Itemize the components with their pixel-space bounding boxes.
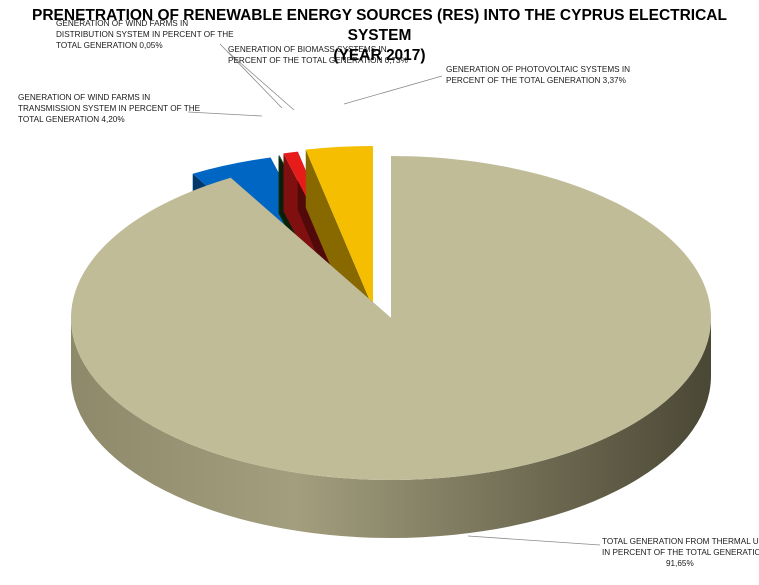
leader-line-photovoltaic xyxy=(343,75,443,105)
data-label-line: GENERATION OF PHOTOVOLTAIC SYSTEMS IN xyxy=(446,65,630,74)
data-label-line: PERCENT OF THE TOTAL GENERATION 0,73% xyxy=(228,56,408,65)
slice-thermal xyxy=(71,156,712,538)
data-label-line: GENERATION OF BIOMASS SYSTEMS IN xyxy=(228,45,387,54)
pie-labels: TOTAL GENERATION FROM THERMAL UN IN PERCE… xyxy=(18,19,759,568)
data-label-line: TOTAL GENERATION 0,05% xyxy=(56,41,163,50)
slice-side-thermal xyxy=(71,318,711,538)
data-label-line: GENERATION OF WIND FARMS IN xyxy=(18,93,150,102)
data-label-line: PERCENT OF THE TOTAL GENERATION 3,37% xyxy=(446,76,626,85)
data-label-line: TOTAL GENERATION FROM THERMAL UN xyxy=(602,537,759,546)
slice-top-thermal xyxy=(71,156,712,480)
leader-line-wind_distribution xyxy=(219,43,283,109)
data-label-biomass: GENERATION OF BIOMASS SYSTEMS IN PERCENT … xyxy=(228,45,408,65)
data-label-wind_distribution: GENERATION OF WIND FARMS IN DISTRIBUTION … xyxy=(56,19,234,50)
data-label-wind_transmission: GENERATION OF WIND FARMS IN TRANSMISSION … xyxy=(18,93,201,124)
data-label-photovoltaic: GENERATION OF PHOTOVOLTAIC SYSTEMS IN PER… xyxy=(446,65,630,85)
data-label-line: 91,65% xyxy=(666,559,694,568)
data-label-line: IN PERCENT OF THE TOTAL GENERATIO xyxy=(602,548,759,557)
chart-title: PRENETRATION OF RENEWABLE ENERGY SOURCES… xyxy=(0,6,759,66)
pie-slices xyxy=(71,146,712,538)
slice-top-photovoltaic xyxy=(305,146,373,308)
leader-line-thermal xyxy=(467,535,601,546)
data-label-line: TRANSMISSION SYSTEM IN PERCENT OF THE xyxy=(18,104,201,113)
chart-title-line-2: (YEAR 2017) xyxy=(333,47,426,64)
chart-title-line-1: PRENETRATION OF RENEWABLE ENERGY SOURCES… xyxy=(32,7,727,44)
data-label-thermal: TOTAL GENERATION FROM THERMAL UN IN PERCE… xyxy=(602,537,759,568)
data-label-line: GENERATION OF WIND FARMS IN xyxy=(56,19,188,28)
data-label-line: TOTAL GENERATION 4,20% xyxy=(18,115,125,124)
leader-line-biomass xyxy=(227,51,295,111)
data-label-line: DISTRIBUTION SYSTEM IN PERCENT OF THE xyxy=(56,30,234,39)
leader-line-wind_transmission xyxy=(187,111,263,117)
